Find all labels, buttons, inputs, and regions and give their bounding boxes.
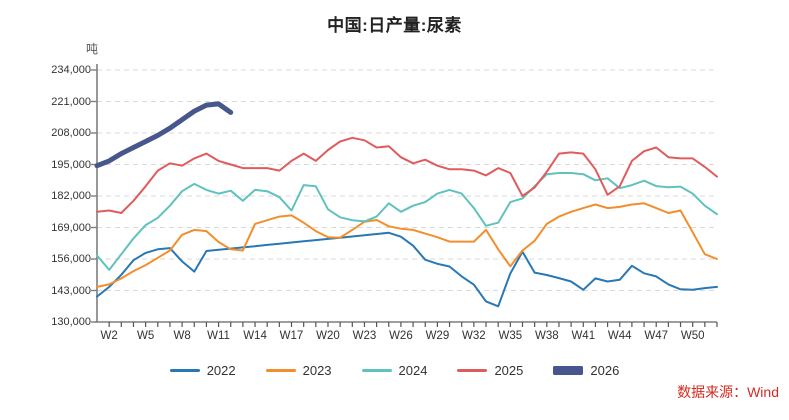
legend-swatch-2022 (169, 368, 200, 372)
legend-item-2024[interactable]: 2024 (361, 362, 428, 378)
x-axis-tick-label: W23 (352, 330, 377, 342)
x-axis-tick-label: W14 (243, 330, 267, 342)
y-axis-tick-label: 182,000 (51, 190, 91, 202)
x-axis-tick-label: W44 (607, 330, 632, 342)
series-line-2024 (96, 172, 718, 271)
series-line-2022 (96, 231, 718, 308)
x-axis-tick-label: W47 (644, 330, 669, 342)
legend-item-2025[interactable]: 2025 (457, 363, 523, 378)
y-axis-tick-label: 130,000 (51, 316, 91, 328)
legend-swatch-2023 (265, 368, 296, 372)
x-axis-tick-label: W2 (100, 330, 118, 342)
x-axis-tick-label: W26 (389, 330, 413, 342)
y-axis-tick-label: 234,000 (51, 64, 91, 76)
series-line-2023 (96, 202, 718, 288)
y-axis-tick-label: 156,000 (51, 253, 91, 265)
x-axis-tick-label: W32 (462, 330, 486, 342)
x-axis-tick-label: W11 (207, 330, 230, 342)
legend-label-2024: 2024 (398, 362, 428, 378)
x-axis-tick-label: W20 (316, 330, 340, 342)
x-axis-tick-label: W41 (571, 330, 596, 342)
series-line-2025 (96, 136, 718, 214)
y-axis-tick-label: 195,000 (51, 158, 91, 171)
x-axis-tick-label: W38 (534, 330, 559, 342)
legend-item-2022[interactable]: 2022 (169, 362, 236, 378)
legend-item-2026[interactable]: 2026 (553, 363, 619, 378)
legend-swatch-2026 (553, 365, 584, 375)
legend-swatch-2025 (457, 368, 488, 372)
data-source-note: 数据来源：Wind (677, 384, 779, 400)
y-axis-unit-label: 吨 (86, 42, 99, 56)
legend-item-2023[interactable]: 2023 (265, 362, 332, 378)
x-axis-tick-label: W5 (137, 330, 155, 342)
legend-swatch-2024 (361, 368, 392, 372)
y-axis-tick-label: 208,000 (51, 127, 91, 139)
x-axis-tick-label: W17 (279, 330, 304, 342)
x-axis-tick-label: W29 (425, 330, 450, 342)
y-axis-tick-label: 221,000 (51, 95, 91, 108)
legend-label-2022: 2022 (206, 362, 236, 378)
x-axis-tick-label: W35 (498, 330, 523, 342)
legend-label-2026: 2026 (590, 362, 620, 378)
x-axis-tick-label: W8 (173, 330, 191, 342)
x-axis-tick-label: W50 (680, 330, 705, 342)
y-axis-tick-label: 143,000 (51, 284, 91, 297)
chart-title: 中国:日产量:尿素 (327, 16, 462, 35)
legend-label-2025: 2025 (494, 362, 524, 378)
legend-label-2023: 2023 (302, 362, 332, 378)
legend: 2022 2023 2024 2025 2026 (0, 360, 789, 380)
y-axis-tick-label: 169,000 (51, 221, 91, 234)
series-line-2026 (94, 101, 234, 169)
